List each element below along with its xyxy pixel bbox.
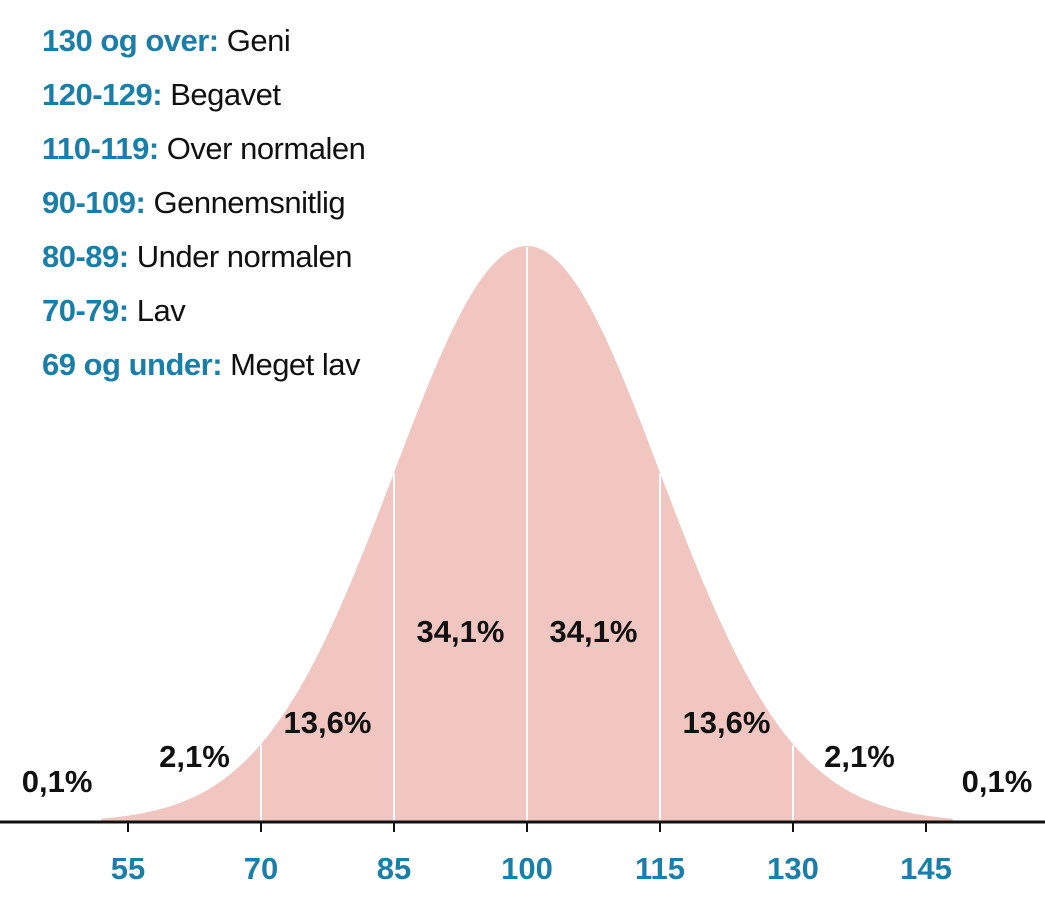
segment-percent-label: 0,1% bbox=[22, 764, 93, 799]
x-tick-label: 55 bbox=[111, 851, 145, 886]
legend-item: 110-119: Over normalen bbox=[42, 122, 366, 176]
x-tick-label: 100 bbox=[501, 851, 553, 886]
x-tick-label: 130 bbox=[767, 851, 819, 886]
legend-label: Under normalen bbox=[128, 239, 353, 274]
legend-range: 69 og under: bbox=[42, 347, 223, 382]
legend-range: 130 og over: bbox=[42, 23, 219, 58]
legend-range: 90-109: bbox=[42, 185, 146, 220]
legend-range: 70-79: bbox=[42, 293, 129, 328]
legend-range: 110-119: bbox=[42, 131, 159, 166]
x-tick-label: 115 bbox=[635, 851, 685, 886]
segment-percent-label: 34,1% bbox=[417, 614, 505, 649]
legend-label: Over normalen bbox=[158, 131, 366, 166]
legend-label: Geni bbox=[218, 23, 291, 58]
segment-percent-label: 34,1% bbox=[550, 614, 638, 649]
legend-item: 130 og over: Geni bbox=[42, 14, 365, 68]
legend-label: Lav bbox=[128, 293, 186, 328]
segment-percent-label: 2,1% bbox=[824, 739, 895, 774]
legend-range: 120-129: bbox=[42, 77, 163, 112]
segment-percent-label: 2,1% bbox=[159, 739, 230, 774]
sd-dividers bbox=[260, 247, 794, 822]
legend-range: 80-89: bbox=[42, 239, 129, 274]
x-tick-label: 145 bbox=[900, 851, 952, 886]
legend-label: Begavet bbox=[162, 77, 281, 112]
legend-item: 69 og under: Meget lav bbox=[42, 338, 365, 392]
legend-item: 120-129: Begavet bbox=[42, 68, 365, 122]
legend-label: Meget lav bbox=[222, 347, 361, 382]
legend-label: Gennemsnitlig bbox=[145, 185, 346, 220]
segment-labels: 0,1% 2,1% 13,6% 34,1% 34,1% 13,6% 2,1% 0,1% bbox=[22, 614, 1033, 799]
legend-item: 90-109: Gennemsnitlig bbox=[42, 176, 365, 230]
segment-percent-label: 0,1% bbox=[962, 764, 1033, 799]
legend-item: 80-89: Under normalen bbox=[42, 230, 365, 284]
segment-percent-label: 13,6% bbox=[284, 705, 372, 740]
x-tick-label: 70 bbox=[244, 851, 278, 886]
legend-item: 70-79: Lav bbox=[42, 284, 365, 338]
iq-legend: 130 og over: Geni 120-129: Begavet 110-119… bbox=[42, 14, 366, 392]
segment-percent-label: 13,6% bbox=[683, 705, 771, 740]
x-tick-label: 85 bbox=[377, 851, 411, 886]
x-axis-ticks: 55 70 85 100 115 130 145 bbox=[111, 822, 952, 886]
